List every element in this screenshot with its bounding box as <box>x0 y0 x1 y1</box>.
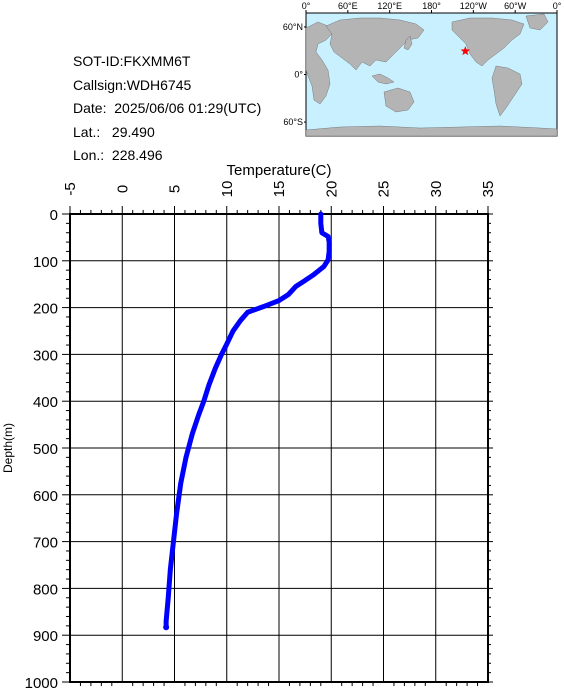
y-tick-label: 1000 <box>25 675 58 690</box>
x-tick-labels: -5 0 5 10 15 20 25 30 35 <box>62 181 497 198</box>
y-tick-labels: 0 100 200 300 400 500 600 700 800 900 1000 <box>25 207 58 690</box>
map-lon-label: 0° <box>302 1 311 11</box>
series-layer <box>163 211 332 631</box>
station-marker <box>460 46 471 56</box>
map-lat-labels: 60°N 0° 60°S <box>283 22 304 127</box>
lon-label: Lon.: 228.496 <box>73 147 163 163</box>
map-land <box>305 13 558 137</box>
x-axis-title: Temperature(C) <box>226 162 331 179</box>
y-axis-title: Depth(m) <box>1 423 15 473</box>
x-tick-label: 20 <box>323 181 340 198</box>
chart-grid <box>70 214 488 682</box>
map-frame-ticks <box>304 10 558 123</box>
map-lon-label: 60°W <box>504 1 527 11</box>
y-tick-label: 100 <box>33 254 58 271</box>
y-tick-label: 800 <box>33 581 58 598</box>
x-tick-label: 0 <box>114 185 131 193</box>
y-tick-label: 400 <box>33 394 58 411</box>
map-lon-label: 180° <box>422 1 441 11</box>
station-info: SOT-ID:FKXMM6T Callsign:WDH6745 Date: 20… <box>73 50 261 168</box>
x-tick-label: 10 <box>219 181 236 198</box>
map-lat-label: 0° <box>294 70 303 80</box>
sot-id-label: SOT-ID:FKXMM6T <box>73 53 191 69</box>
x-tick-label: 15 <box>271 181 288 198</box>
y-tick-marks <box>62 213 493 683</box>
y-tick-label: 500 <box>33 441 58 458</box>
x-tick-label: 5 <box>167 185 184 193</box>
land-south-america <box>491 65 523 117</box>
profile-end-point <box>163 624 170 631</box>
map-lon-label: 0° <box>553 1 562 11</box>
land-antarctica <box>305 125 558 137</box>
land-greenland <box>525 13 549 31</box>
lat-label: Lat.: 29.490 <box>73 123 155 140</box>
x-tick-marks <box>69 206 489 686</box>
x-tick-label: -5 <box>62 182 79 195</box>
land-indonesia <box>371 73 395 85</box>
land-australia <box>383 87 415 113</box>
y-tick-label: 700 <box>33 535 58 552</box>
temperature-profile-line <box>163 211 332 630</box>
map-lon-label: 120°E <box>377 1 402 11</box>
y-tick-label: 600 <box>33 488 58 505</box>
y-tick-label: 200 <box>33 301 58 318</box>
land-north-america <box>451 17 525 67</box>
map-lon-label: 120°W <box>460 1 488 11</box>
x-tick-label: 30 <box>428 181 445 198</box>
map-lon-labels: 0° 60°E 120°E 180° 120°W 60°W 0° <box>302 1 562 11</box>
callsign-label: Callsign:WDH6745 <box>73 76 192 93</box>
world-map: 0° 60°E 120°E 180° 120°W 60°W 0° 60°N 0° 60°S <box>283 1 562 137</box>
map-lat-label: 60°N <box>283 22 303 32</box>
y-tick-label: 0 <box>50 207 58 224</box>
y-tick-label: 300 <box>33 347 58 364</box>
map-lon-label: 60°E <box>338 1 358 11</box>
date-label: Date: 2025/06/06 01:29(UTC) <box>73 100 262 116</box>
land-asia <box>325 17 425 71</box>
map-lat-label: 60°S <box>283 117 303 127</box>
land-japan <box>403 35 413 51</box>
x-tick-label: 25 <box>376 181 393 198</box>
profile-chart: -5 0 5 10 15 20 25 30 35 0 100 200 300 400 500 600 700 8… <box>1 162 497 690</box>
y-tick-label: 900 <box>33 628 58 645</box>
x-tick-label: 35 <box>480 181 497 198</box>
